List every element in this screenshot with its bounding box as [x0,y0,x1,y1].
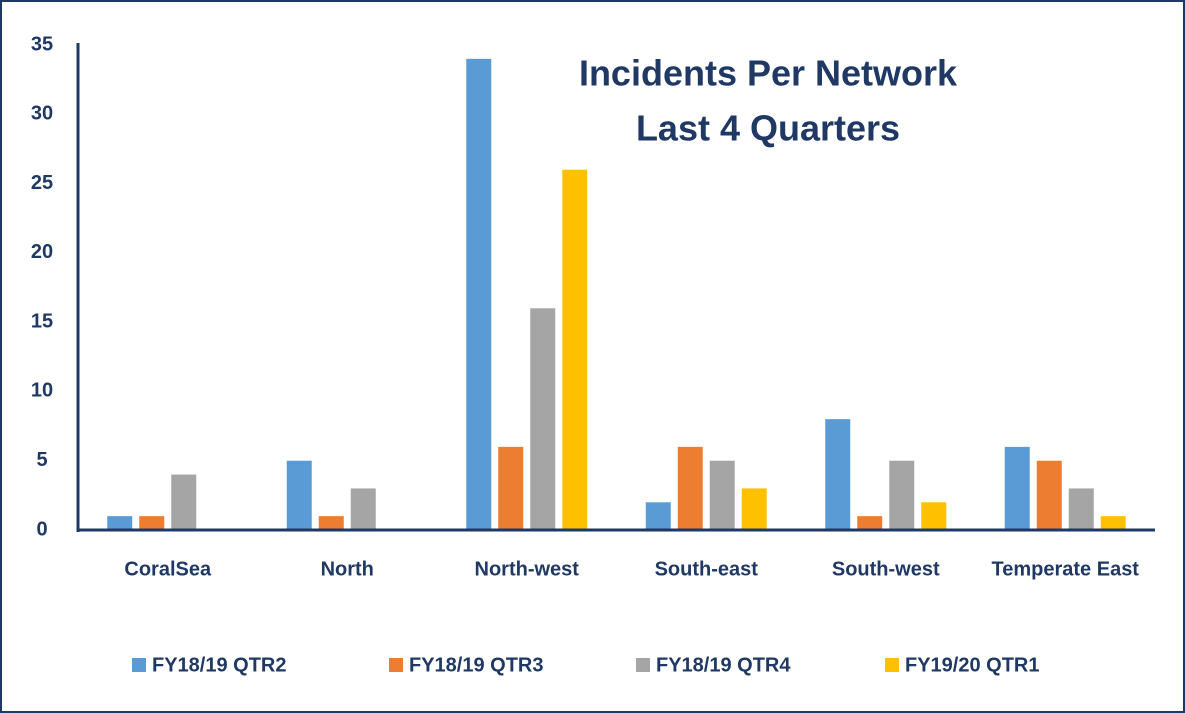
x-tick-label: North [321,558,374,580]
legend-swatch [132,658,146,672]
legend-swatch [389,658,403,672]
bar [1100,516,1126,530]
bar [466,58,492,530]
x-tick-label: South-east [655,558,759,580]
bar [107,516,133,530]
chart-subtitle: Last 4 Quarters [636,108,900,149]
bar [857,516,883,530]
y-tick-label: 20 [31,241,53,263]
legend-label: FY19/20 QTR1 [905,654,1040,676]
y-tick-label: 30 [31,103,53,125]
bar [645,502,671,530]
bar [889,460,915,530]
legend-swatch [885,658,899,672]
x-tick-label: South-west [832,558,940,580]
bar [825,419,851,530]
bar [677,446,703,530]
bar [1004,446,1030,530]
legend-label: FY18/19 QTR4 [656,654,791,676]
y-tick-label: 25 [31,172,53,194]
bar [318,516,344,530]
bar [1068,488,1094,530]
bar [498,446,524,530]
y-tick-label: 5 [36,449,47,471]
x-tick-label: Temperate East [992,558,1140,580]
bar [350,488,376,530]
bar [921,502,947,530]
bar [530,308,556,530]
bar [1036,460,1062,530]
bar [286,460,312,530]
bar [562,169,588,530]
x-tick-label: North-west [475,558,580,580]
y-tick-label: 0 [36,518,47,540]
bar [741,488,767,530]
chart-title: Incidents Per Network [579,53,958,94]
bar [709,460,735,530]
bar [139,516,165,530]
x-tick-label: CoralSea [124,558,212,580]
y-tick-label: 10 [31,380,53,402]
legend-label: FY18/19 QTR2 [152,654,287,676]
legend-swatch [636,658,650,672]
y-tick-label: 35 [31,33,53,55]
legend-label: FY18/19 QTR3 [409,654,544,676]
bar [171,474,197,530]
y-tick-label: 15 [31,310,53,332]
